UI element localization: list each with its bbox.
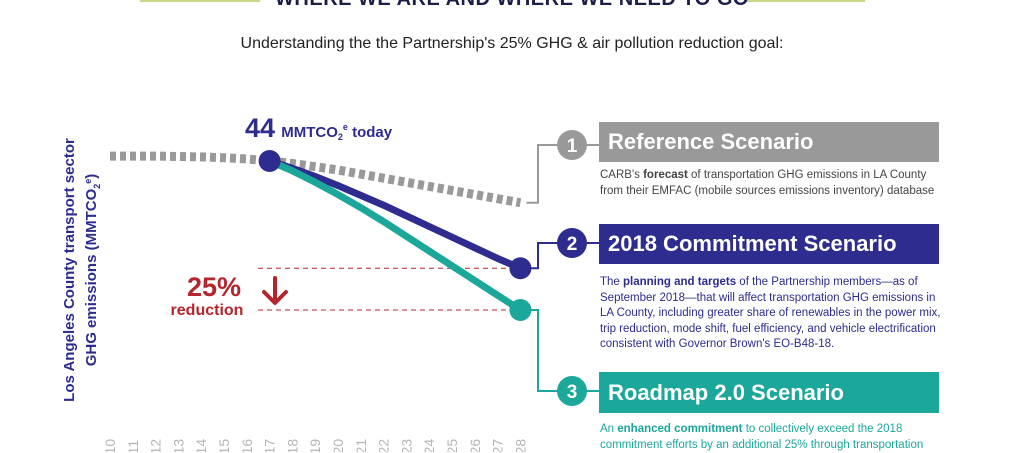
scenario-1-title: Reference Scenario — [608, 129, 814, 154]
scenario-2-number: 2 — [567, 234, 578, 255]
y-axis-label-line1: Los Angeles County transport sector — [61, 138, 78, 402]
scenario-3-number-circle — [557, 376, 587, 406]
scenario-3-title-box: Roadmap 2.0 Scenario — [599, 372, 939, 413]
reduction-arrow-down-icon — [262, 276, 288, 305]
scenario-3-description: An enhanced commitment to collectively e… — [600, 423, 924, 451]
series-line-commitment — [266, 157, 524, 272]
x-tick-label: 2028 — [512, 439, 528, 452]
series-line-reference — [110, 151, 522, 208]
x-tick-label: 2017 — [262, 439, 278, 452]
x-tick-label: 2023 — [398, 439, 414, 452]
scenario-1-number: 1 — [567, 136, 578, 157]
series-end-point-commitment — [509, 257, 532, 280]
x-tick-label: 2012 — [148, 439, 164, 452]
x-tick-label: 2011 — [125, 440, 141, 452]
y-axis-label: Los Angeles County transport sector GHG … — [61, 138, 102, 402]
x-tick-label: 2024 — [421, 439, 437, 452]
x-tick-label: 2016 — [239, 439, 255, 452]
scenario-1-connector — [526, 144, 572, 204]
scenario-1-number-circle — [557, 130, 587, 160]
x-tick-label: 2026 — [467, 439, 483, 452]
x-tick-label: 2027 — [490, 439, 506, 452]
x-tick-label: 2025 — [444, 439, 460, 452]
today-marker-label: 44 MMTCO2e today — [245, 113, 393, 143]
reduction-label: reduction — [171, 302, 244, 319]
heading-rule-right — [745, 0, 865, 2]
scenario-1-title-box: Reference Scenario — [599, 122, 939, 162]
scenario-3-title: Roadmap 2.0 Scenario — [608, 379, 844, 405]
scenario-2-description: The planning and targets of the Partners… — [600, 276, 941, 350]
y-axis-label-line2: GHG emissions (MMTCO2e) — [83, 174, 102, 367]
x-tick-label: 2018 — [284, 439, 300, 452]
x-tick-label: 2010 — [102, 439, 118, 452]
x-tick-label: 2015 — [216, 439, 232, 452]
scenario-3-number: 3 — [567, 382, 578, 403]
page-subtitle: Understanding the the Partnership's 25% … — [240, 35, 784, 52]
scenario-2-title: 2018 Commitment Scenario — [608, 231, 897, 256]
x-tick-label: 2022 — [376, 439, 392, 452]
scenario-1-description: CARB's forecast of transportation GHG em… — [600, 169, 935, 197]
series-end-point-roadmap — [509, 299, 532, 321]
series-line-roadmap — [266, 157, 524, 314]
x-tick-label: 2014 — [193, 439, 209, 452]
page-heading: WHERE WE ARE AND WHERE WE NEED TO GO — [0, 0, 1024, 11]
x-tick-label: 2021 — [353, 439, 369, 452]
x-tick-label: 2019 — [307, 439, 323, 452]
x-tick-label: 2020 — [330, 439, 346, 452]
scenario-2-title-box: 2018 Commitment Scenario — [599, 224, 939, 264]
x-tick-label: 2013 — [170, 439, 186, 452]
scenario-2-number-circle — [557, 228, 587, 258]
reduction-percent: 25% — [187, 272, 241, 302]
today-marker-point — [258, 150, 281, 172]
heading-rule-left — [140, 0, 260, 2]
